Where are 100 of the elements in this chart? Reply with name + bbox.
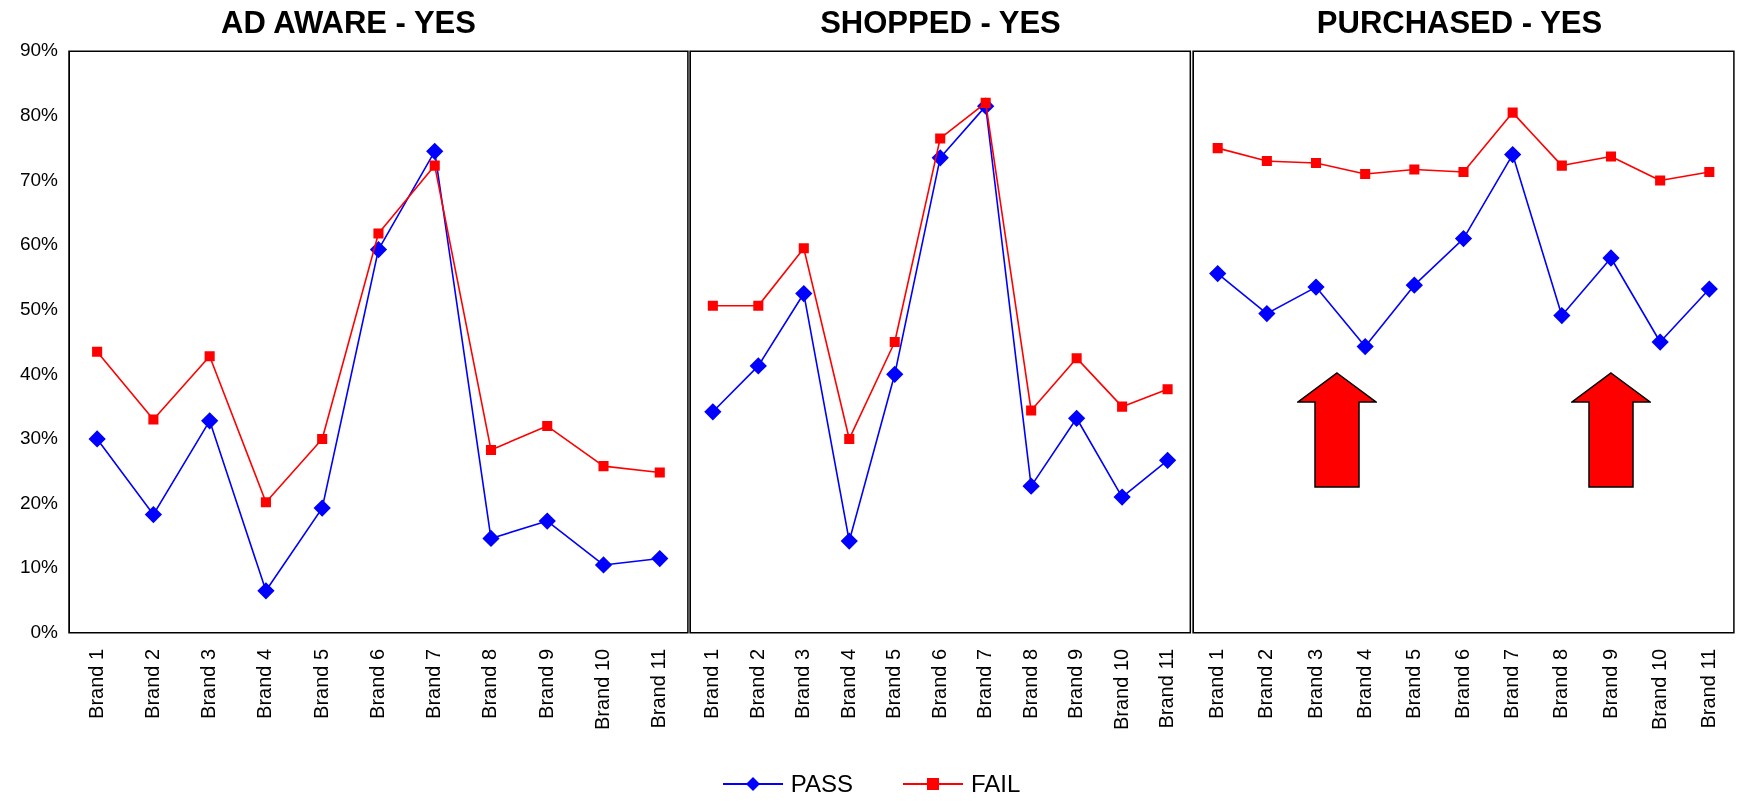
point (1212, 143, 1223, 154)
x-tick-label: Brand 9 (1598, 648, 1621, 719)
x-tick-label: Brand 4 (1352, 648, 1375, 719)
point (317, 433, 328, 444)
x-tick-label: Brand 5 (1401, 648, 1424, 719)
point (707, 300, 718, 311)
point (1458, 167, 1469, 178)
x-tick-label: Brand 5 (309, 648, 332, 719)
point (1556, 160, 1567, 171)
point (598, 461, 609, 472)
x-tick-label: Brand 5 (882, 648, 905, 719)
point (201, 412, 218, 430)
point (1360, 168, 1371, 180)
x-tick-label: Brand 9 (1064, 648, 1087, 719)
point (204, 351, 215, 362)
point (798, 243, 809, 254)
point (1209, 265, 1226, 282)
point (429, 160, 440, 171)
point (753, 300, 764, 311)
x-tick-label: Brand 11 (1696, 648, 1719, 729)
point (1406, 276, 1423, 294)
x-tick-label: Brand 8 (1549, 648, 1572, 719)
point (1261, 156, 1272, 167)
point (651, 550, 669, 567)
point (595, 556, 612, 574)
point (1455, 230, 1472, 247)
x-tick-label: Brand 2 (1254, 648, 1277, 719)
x-tick-label: Brand 7 (422, 648, 445, 719)
point (260, 497, 271, 508)
x-tick-label: Brand 10 (591, 648, 614, 730)
point (88, 430, 106, 448)
y-tick-label: 50% (19, 297, 59, 319)
x-tick-label: Brand 7 (973, 648, 996, 719)
x-tick-label: Brand 6 (927, 648, 950, 719)
point (257, 582, 275, 600)
point (148, 414, 159, 425)
x-tick-label: Brand 10 (1109, 648, 1132, 730)
point (1258, 305, 1276, 322)
point (1651, 333, 1669, 351)
point (1409, 164, 1420, 175)
point (542, 420, 553, 432)
point (1507, 107, 1518, 118)
x-tick-label: Brand 8 (1018, 648, 1041, 719)
y-tick-label: 0% (30, 621, 59, 643)
point (1162, 384, 1173, 395)
x-tick-label: Brand 6 (1451, 648, 1474, 719)
point (1310, 157, 1322, 169)
point (1159, 451, 1176, 469)
y-tick-label: 40% (19, 362, 59, 384)
x-tick-label: Brand 3 (197, 648, 220, 719)
point (1655, 175, 1666, 186)
point (485, 444, 497, 455)
point (538, 512, 556, 530)
point (654, 467, 665, 478)
point (795, 285, 813, 302)
point (1701, 280, 1718, 298)
y-tick-label: 90% (19, 39, 59, 61)
point (886, 366, 904, 383)
x-tick-label: Brand 1 (1205, 648, 1228, 719)
x-tick-label: Brand 1 (700, 648, 723, 719)
x-tick-label: Brand 10 (1647, 648, 1670, 730)
point (92, 346, 103, 357)
legend-label: PASS (790, 770, 853, 798)
point (313, 499, 331, 517)
y-tick-label: 30% (19, 427, 59, 449)
y-tick-label: 10% (19, 556, 59, 578)
point (840, 532, 858, 550)
x-tick-label: Brand 3 (1303, 648, 1326, 719)
x-tick-label: Brand 6 (365, 648, 388, 719)
point (844, 433, 855, 444)
x-tick-label: Brand 1 (84, 648, 107, 719)
point (1553, 307, 1571, 324)
point (1356, 338, 1374, 355)
point (1307, 278, 1325, 296)
point (426, 143, 444, 160)
point (1071, 353, 1082, 364)
legend-label: FAIL (970, 770, 1021, 798)
point (1026, 405, 1037, 416)
point (1605, 151, 1617, 162)
point (482, 530, 500, 547)
point (145, 506, 162, 523)
x-tick-label: Brand 2 (745, 648, 768, 719)
point (1117, 401, 1128, 412)
point (1068, 409, 1085, 427)
point (373, 228, 384, 239)
chart-title: SHOPPED - YES (820, 5, 1061, 41)
x-tick-label: Brand 11 (1155, 648, 1178, 729)
x-tick-label: Brand 3 (791, 648, 814, 719)
x-tick-label: Brand 7 (1500, 648, 1523, 719)
x-tick-label: Brand 2 (140, 648, 163, 719)
point (1113, 488, 1131, 506)
chart-title: PURCHASED - YES (1316, 5, 1603, 41)
x-tick-label: Brand 11 (647, 648, 670, 729)
point (704, 403, 722, 421)
x-tick-label: Brand 9 (534, 648, 557, 719)
x-tick-label: Brand 4 (836, 648, 859, 719)
point (1602, 249, 1620, 267)
y-tick-label: 60% (19, 233, 59, 255)
y-tick-label: 80% (19, 104, 59, 126)
y-tick-label: 20% (19, 491, 59, 513)
